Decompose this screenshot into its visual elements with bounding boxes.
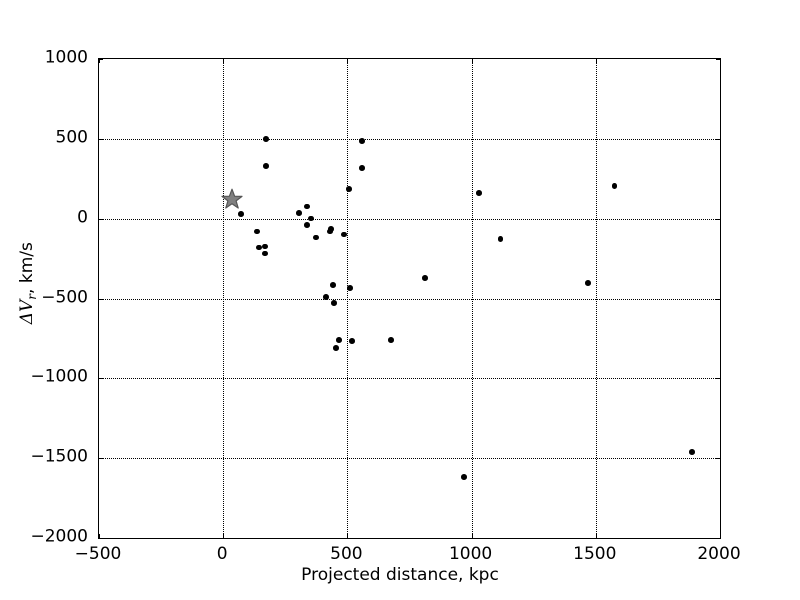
scatter-data-point <box>304 203 310 210</box>
x-tick-top <box>595 59 597 63</box>
scatter-data-point <box>689 448 695 455</box>
x-tick-label: −500 <box>74 544 122 564</box>
scatter-data-point <box>322 294 329 300</box>
y-tick <box>99 538 103 539</box>
plot-axes-area <box>98 58 721 539</box>
scatter-data-point <box>328 226 334 232</box>
y-tick <box>99 59 103 60</box>
scatter-data-point <box>263 163 269 169</box>
y-tick-right <box>716 538 720 539</box>
y-tick-right <box>716 59 720 60</box>
y-tick-right <box>716 138 720 140</box>
scatter-data-point <box>341 231 347 238</box>
scatter-data-point <box>359 138 365 144</box>
x-tick <box>720 534 721 538</box>
scatter-data-point <box>585 280 591 286</box>
scatter-data-point <box>347 285 353 291</box>
x-tick-top <box>223 59 225 63</box>
y-gridline <box>99 458 720 460</box>
x-tick-top <box>720 59 721 63</box>
y-tick <box>99 298 103 300</box>
y-tick-label: −500 <box>41 287 88 307</box>
scatter-data-point <box>476 190 482 196</box>
y-tick <box>99 138 103 140</box>
x-tick <box>471 534 473 538</box>
y-tick <box>99 378 103 380</box>
scatter-data-point <box>359 165 365 171</box>
scatter-data-point <box>461 474 467 480</box>
y-gridline <box>99 298 720 300</box>
scatter-data-point <box>349 338 355 344</box>
star-data-point <box>221 188 243 210</box>
y-axis-title-unit: , km/s <box>16 242 37 294</box>
scatter-data-point <box>335 337 342 343</box>
x-tick-top <box>347 59 349 63</box>
x-tick-top <box>471 59 473 63</box>
scatter-data-point <box>330 300 337 306</box>
x-tick-label: 2000 <box>697 544 741 564</box>
y-axis-title: ΔVr, km/s <box>17 133 39 433</box>
y-tick-label: 1000 <box>44 47 88 68</box>
scatter-data-point <box>254 228 260 235</box>
y-gridline <box>99 218 720 220</box>
x-tick-label: 0 <box>216 544 228 564</box>
scatter-data-point <box>313 234 319 241</box>
y-tick-right <box>716 458 720 460</box>
scatter-data-point <box>388 337 394 343</box>
y-tick-label: −1000 <box>30 366 88 387</box>
x-tick <box>347 534 349 538</box>
scatter-data-point <box>238 211 244 217</box>
y-tick <box>99 218 103 220</box>
x-tick-top <box>99 59 100 63</box>
x-tick-label: 500 <box>330 544 363 564</box>
scatter-data-point <box>263 136 269 142</box>
scatter-data-point <box>262 243 268 250</box>
scatter-data-point <box>256 244 262 251</box>
y-tick-right <box>716 378 720 380</box>
x-tick-label: 1500 <box>573 544 617 564</box>
y-tick <box>99 458 103 460</box>
scatter-data-point <box>329 282 336 288</box>
scatter-data-point <box>497 235 504 242</box>
scatter-data-point <box>611 183 618 189</box>
y-tick-label: 500 <box>55 127 88 148</box>
x-tick <box>223 534 225 538</box>
x-tick <box>595 534 597 538</box>
scatter-data-point <box>304 221 310 228</box>
y-gridline <box>99 138 720 140</box>
scatter-data-point <box>346 186 352 192</box>
scatter-data-point <box>262 250 268 257</box>
scatter-data-point <box>308 215 314 222</box>
x-axis-title: Projected distance, kpc <box>301 565 499 585</box>
y-tick-right <box>716 218 720 220</box>
scatter-data-point <box>422 275 428 281</box>
y-tick-label: 0 <box>77 207 88 228</box>
y-tick-right <box>716 298 720 300</box>
y-tick-label: −2000 <box>30 526 88 547</box>
y-axis-title-delta: Δ <box>16 311 37 325</box>
scatter-data-point <box>296 210 302 216</box>
x-tick <box>99 534 100 538</box>
y-gridline <box>99 378 720 380</box>
scatter-data-point <box>333 345 339 351</box>
x-tick-label: 1000 <box>448 544 493 564</box>
y-tick-label: −1500 <box>30 446 88 467</box>
